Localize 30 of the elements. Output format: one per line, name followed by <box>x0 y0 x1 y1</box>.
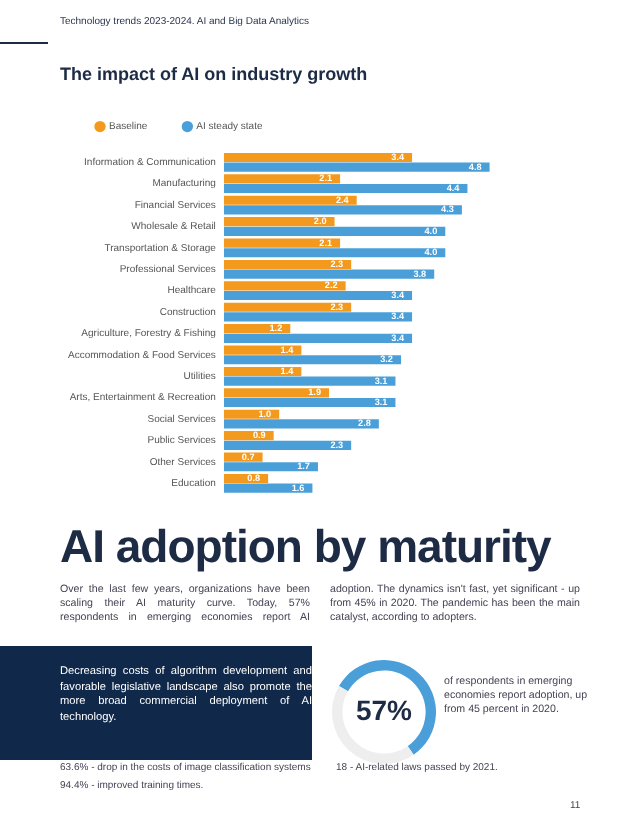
bar <box>223 290 413 301</box>
bar <box>223 281 346 291</box>
bar <box>223 462 318 472</box>
bar <box>223 345 302 355</box>
bar <box>223 397 396 408</box>
bar <box>223 388 330 398</box>
bar <box>223 248 446 258</box>
chart-title: The impact of AI on industry growth <box>60 63 368 84</box>
bar <box>223 483 313 493</box>
bar <box>223 174 341 184</box>
bar <box>223 366 302 377</box>
bar <box>223 355 401 365</box>
bar <box>223 152 413 163</box>
bar <box>223 226 446 236</box>
bar <box>223 195 357 205</box>
bar <box>223 205 462 215</box>
bar <box>223 312 413 322</box>
bar <box>223 217 335 227</box>
bar <box>223 302 352 312</box>
bar <box>223 376 396 386</box>
bar <box>223 238 341 248</box>
data-label: 57% <box>355 693 414 726</box>
bar <box>223 333 413 343</box>
bar <box>223 419 379 429</box>
bar <box>223 440 352 450</box>
bar <box>223 183 468 194</box>
chart-title: AI adoption by maturity <box>60 518 551 576</box>
bar <box>223 269 435 279</box>
bar <box>223 259 352 270</box>
bar <box>223 162 490 172</box>
